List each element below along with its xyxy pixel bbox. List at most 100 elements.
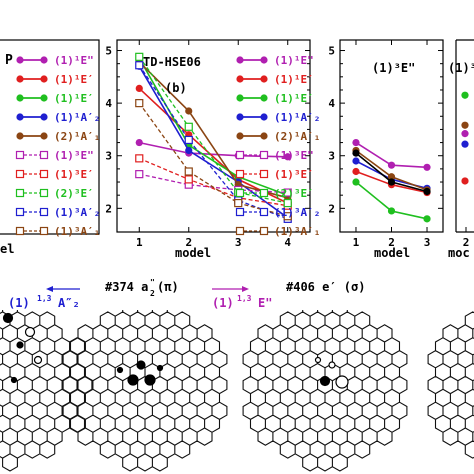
panel-b-point — [135, 52, 144, 61]
panel-b-xtick-label: 4 — [284, 236, 291, 249]
panel-b-frame — [116, 39, 311, 233]
panel-b-point — [185, 107, 193, 115]
panel-b-legend-entry: (1)¹E" — [236, 54, 314, 67]
panel-a-legend-entry: (1)³E" — [15, 149, 94, 162]
panel-b-point — [135, 61, 144, 70]
legend-marker — [236, 132, 244, 140]
lattice-far-right-mesh — [427, 311, 474, 459]
orbital-lattices — [0, 310, 474, 472]
orbital-lobe-filled — [136, 360, 146, 370]
panel-b-point — [283, 188, 292, 197]
lattice-right-mesh — [242, 310, 408, 472]
panel-b-point — [283, 212, 292, 221]
panel-c-series — [352, 149, 431, 196]
legend-marker — [259, 169, 269, 179]
panel-b-series-line — [138, 65, 289, 219]
panel-a-legend-entry: (1)¹E" — [16, 54, 94, 67]
panel-b-point — [283, 198, 292, 208]
panel-c-point — [352, 149, 360, 157]
panel-b-point — [185, 146, 193, 155]
orbital-lobe-filled — [2, 312, 14, 324]
panel-a-legend-entry: (1)¹E′ — [16, 73, 94, 86]
panel-a-partial-title: P — [5, 53, 13, 68]
svg-text:": " — [150, 278, 155, 287]
panel-c-xlabel: model — [374, 246, 410, 260]
panel-c-xtick-label: 3 — [424, 236, 431, 249]
panel-b-series — [135, 154, 292, 210]
panel-a-legend-label: (1)³E′ — [54, 168, 94, 181]
orbital-lobe-empty — [24, 326, 36, 338]
panel-b: 2 3 4 5 1 2 3 4 (1)¹E" (1)¹E′ (1)¹E′ (1)¹A′₂ (2)¹A′₁… — [105, 39, 320, 249]
legend-marker — [40, 132, 48, 140]
panel-a-legend-entry: (2)³E′ — [15, 187, 94, 200]
legend-marker — [260, 113, 268, 121]
panel-a: (1)¹E" (1)¹E′ (1)¹E′ (1)¹A′₂ (2)¹A′₁ (1)³E" (1… — [0, 39, 100, 238]
panel-b-legend-entry: (1)¹E′ — [236, 92, 314, 105]
legend-marker — [16, 94, 24, 102]
orbital-lobe-empty — [335, 375, 349, 389]
orbital-lobe-filled — [144, 374, 156, 386]
legend-marker — [236, 94, 244, 102]
panel-a-legend-label: (1)¹E" — [54, 54, 94, 67]
panel-c-point — [423, 163, 431, 171]
panel-a-legend-label: (2)³E′ — [54, 187, 94, 200]
panel-b-xlabel: model — [175, 246, 211, 260]
panel-b-point — [184, 175, 193, 184]
legend-marker — [235, 169, 245, 179]
orbital-lobe-empty — [314, 356, 322, 364]
svg-text:E": E" — [258, 296, 272, 310]
panel-a-legend-label: (1)¹A′₂ — [54, 111, 100, 124]
legend-marker — [40, 75, 48, 83]
legend-marker — [16, 75, 24, 83]
panel-b-legend-entry: (1)³A′₁ — [235, 225, 320, 238]
legend-marker — [260, 56, 268, 64]
mid-orbital-title: #374 a 2 " (π) — [105, 278, 179, 298]
legend-marker — [260, 75, 268, 83]
panel-b-point — [135, 84, 143, 92]
panel-c-ytick-label: 5 — [328, 45, 335, 58]
orbital-lobe-empty — [328, 361, 336, 369]
legend-marker — [40, 113, 48, 121]
panel-c-point — [352, 178, 360, 186]
orbital-lobe-filled — [16, 341, 24, 349]
panel-c-point — [387, 178, 396, 186]
legend-marker — [39, 188, 49, 198]
panel-b-legend-label: (1)¹A′₂ — [274, 111, 320, 124]
legend-marker — [236, 75, 244, 83]
panel-b-label: (b) — [165, 81, 187, 95]
legend-marker — [235, 150, 245, 160]
lattice-right — [242, 310, 408, 472]
panel-b-legend-entry: (1)¹E′ — [236, 73, 314, 86]
panel-c-xtick-label: 2 — [388, 236, 395, 249]
panel-b-legend-entry: (2)³E′ — [235, 187, 314, 200]
legend-marker — [16, 113, 24, 121]
legend-marker — [235, 188, 245, 198]
panel-b-legend-label: (1)³A′₂ — [274, 206, 320, 219]
panel-a-legend-label: (1)³E" — [54, 149, 94, 162]
legend-marker — [259, 150, 269, 160]
panel-d-xtick-label: 2 — [463, 236, 470, 249]
panel-b-legend-label: (1)¹E′ — [274, 73, 314, 86]
panel-b-point — [184, 167, 193, 176]
orbital-lobe-filled — [127, 374, 139, 386]
orbital-lobe-filled — [156, 364, 164, 372]
panel-d-xlabel: moc — [448, 246, 470, 260]
panel-b-point — [284, 153, 292, 161]
panel-b-legend-label: (1)³E" — [274, 149, 314, 162]
legend-marker — [236, 56, 244, 64]
legend-marker — [16, 132, 24, 140]
panel-b-series — [135, 99, 292, 221]
panel-b-legend-label: (1)³A′₁ — [274, 225, 320, 238]
lattice-holder — [0, 310, 474, 472]
panel-a-legend-label: (2)¹A′₁ — [54, 130, 100, 143]
legend-marker — [236, 113, 244, 121]
panel-a-legend-label: (1)³A′₂ — [54, 206, 100, 219]
legend-marker — [15, 226, 25, 236]
svg-text:1,3: 1,3 — [37, 294, 52, 303]
svg-text:1,3: 1,3 — [237, 294, 252, 303]
panel-a-legend-entry: (2)¹A′₁ — [16, 130, 100, 143]
legend-marker — [39, 169, 49, 179]
lattice-left — [0, 310, 93, 472]
panel-a-legend-entry: (1)³E′ — [15, 168, 94, 181]
